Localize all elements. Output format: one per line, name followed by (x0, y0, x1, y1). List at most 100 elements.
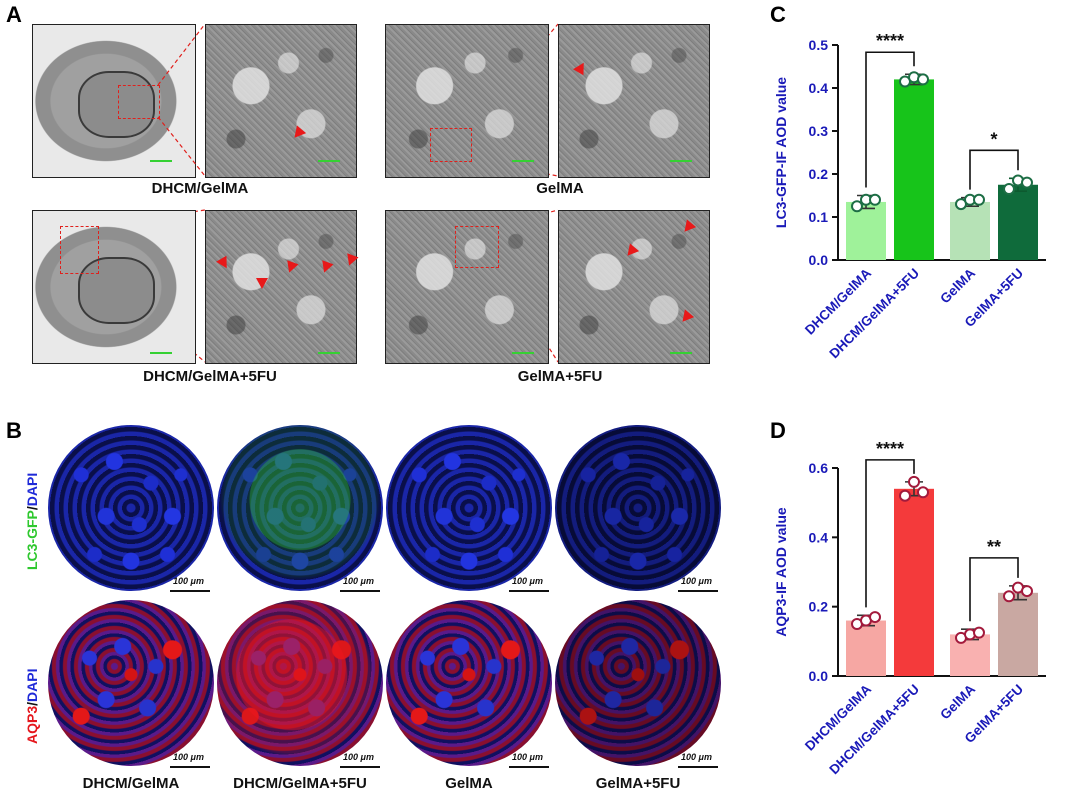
tem-overview-gelma-5fu (385, 210, 549, 364)
if-caption-2: DHCM/GelMA+5FU (233, 775, 367, 792)
scale-bar (509, 590, 549, 592)
if-image-aqp3-gelma (386, 600, 552, 766)
scale-bar (678, 590, 718, 592)
lc3-label-text: LC3-GFP (24, 510, 40, 570)
significance-label: **** (876, 439, 904, 459)
tem-caption-3: DHCM/GelMA+5FU (143, 368, 277, 385)
panel-label-c: C (770, 2, 786, 27)
bar (998, 592, 1038, 676)
scale-bar (512, 352, 534, 354)
tem-caption-2: GelMA (536, 180, 584, 197)
if-image-lc3-gelma (386, 425, 552, 591)
significance-bracket (969, 557, 1019, 622)
data-point (869, 611, 881, 624)
scale-label: 100 μm (173, 576, 204, 586)
row-label-aqp3: AQP3/DAPI (24, 669, 40, 744)
significance-bracket (865, 51, 915, 188)
scale-bar (340, 766, 380, 768)
scale-bar (150, 352, 172, 354)
data-point (917, 73, 929, 86)
if-image-lc3-gelma-5fu (555, 425, 721, 591)
tem-zoom-gelma-5fu (558, 210, 710, 364)
tem-caption-1: DHCM/GelMA (151, 180, 249, 197)
if-image-aqp3-dhcm-gelma-5fu (217, 600, 383, 766)
scale-bar (509, 766, 549, 768)
scale-label: 100 μm (512, 752, 543, 762)
autophagosome-arrow-icon (256, 278, 268, 289)
if-image-aqp3-gelma-5fu (555, 600, 721, 766)
dapi-label-text: DAPI (24, 472, 40, 507)
x-tick-label: DHCM/GelMA+5FU (826, 266, 922, 362)
y-tick-label: 0.0 (809, 252, 829, 268)
data-point (973, 626, 985, 639)
bar (894, 79, 934, 261)
scale-bar (170, 766, 210, 768)
bar (846, 201, 886, 260)
significance-bracket (865, 459, 915, 608)
panel-label-a: A (6, 2, 22, 27)
zoom-region-box (430, 128, 472, 162)
data-point (908, 475, 920, 488)
scale-bar (670, 160, 692, 162)
panel-label-d: D (770, 418, 786, 443)
x-tick-label: DHCM/GelMA+5FU (826, 682, 922, 778)
if-caption-3: GelMA (445, 775, 493, 792)
bar-chart-lc3: 0.0 0.1 0.2 0.3 0.4 0.5 LC3-GFP-IF AOD value DH… (773, 31, 1046, 362)
tem-zoom-dhcm-gelma (205, 24, 357, 178)
x-tick-label: GelMA (937, 265, 978, 306)
tem-overview-dhcm-gelma (32, 24, 196, 178)
scale-label: 100 μm (173, 752, 204, 762)
scale-label: 100 μm (343, 576, 374, 586)
scale-label: 100 μm (681, 752, 712, 762)
tem-zoom-gelma (558, 24, 710, 178)
if-image-aqp3-dhcm-gelma (48, 600, 214, 766)
scale-bar (170, 590, 210, 592)
if-image-lc3-dhcm-gelma (48, 425, 214, 591)
scale-bar (670, 352, 692, 354)
tem-caption-4: GelMA+5FU (517, 368, 603, 385)
significance-bracket (969, 149, 1019, 190)
row-label-lc3: LC3-GFP/DAPI (24, 473, 40, 570)
scale-bar (318, 352, 340, 354)
zoom-region-box (455, 226, 499, 268)
if-caption-1: DHCM/GelMA (82, 775, 180, 792)
bar (998, 184, 1038, 260)
if-caption-4: GelMA+5FU (595, 775, 681, 792)
scale-label: 100 μm (512, 576, 543, 586)
significance-label: * (990, 129, 997, 149)
panel-label-b: B (6, 418, 22, 443)
scale-bar (512, 160, 534, 162)
scale-bar (678, 766, 718, 768)
data-point (973, 193, 985, 206)
data-point (869, 193, 881, 206)
scale-bar (318, 160, 340, 162)
if-image-lc3-dhcm-gelma-5fu (217, 425, 383, 591)
y-tick-label: 0.1 (809, 209, 829, 225)
label-separator: / (24, 506, 40, 511)
zoom-region-box (118, 85, 160, 119)
tem-overview-gelma (385, 24, 549, 178)
scale-label: 100 μm (681, 576, 712, 586)
significance-label: **** (876, 31, 904, 51)
y-tick-label: 0.5 (809, 37, 829, 53)
data-point (1021, 176, 1033, 189)
data-point (1003, 590, 1015, 603)
y-tick-label: 0.0 (809, 668, 829, 684)
label-separator: / (24, 701, 40, 706)
bar (846, 620, 886, 676)
bar (894, 488, 934, 676)
x-tick-label: GelMA (937, 681, 978, 722)
aqp3-label-text: AQP3 (24, 705, 40, 744)
y-tick-label: 0.3 (809, 123, 829, 139)
y-axis-label: AQP3-IF AOD value (773, 507, 789, 637)
data-point (1021, 585, 1033, 598)
dapi-label-text: DAPI (24, 668, 40, 702)
data-point (917, 486, 929, 499)
y-tick-label: 0.4 (809, 529, 829, 545)
scale-label: 100 μm (343, 752, 374, 762)
data-point (851, 200, 863, 213)
significance-label: ** (987, 537, 1001, 557)
y-tick-label: 0.2 (809, 599, 829, 615)
scale-bar (340, 590, 380, 592)
